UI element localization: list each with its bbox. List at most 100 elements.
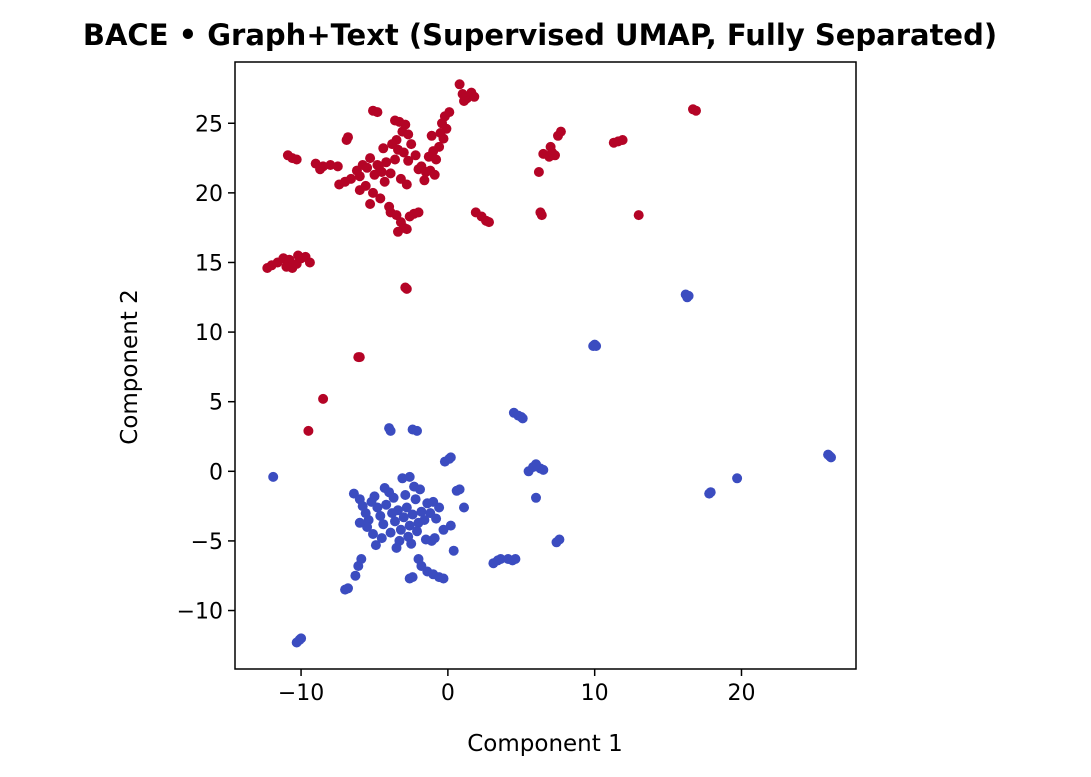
- data-point: [304, 257, 315, 268]
- data-point: [268, 471, 279, 482]
- data-point: [412, 526, 422, 537]
- data-point: [826, 452, 836, 463]
- data-point: [332, 161, 343, 172]
- data-point: [416, 161, 427, 172]
- data-point: [376, 533, 387, 544]
- data-point: [393, 226, 403, 237]
- data-point: [379, 176, 390, 187]
- data-point: [407, 509, 418, 520]
- data-point: [381, 499, 392, 510]
- data-point: [550, 150, 560, 161]
- data-point: [325, 160, 336, 170]
- y-tick-label: 25: [195, 112, 223, 137]
- data-point: [545, 141, 556, 152]
- y-tick-label: 0: [209, 460, 223, 485]
- data-point: [354, 352, 365, 363]
- data-point: [362, 522, 373, 532]
- data-point: [445, 520, 456, 531]
- y-tick-label: 15: [195, 251, 223, 276]
- data-point: [385, 425, 396, 436]
- data-point: [368, 187, 378, 198]
- x-tick-label: 20: [727, 681, 755, 706]
- data-point: [375, 510, 386, 521]
- data-point: [403, 155, 414, 166]
- y-axis-label: Component 2: [117, 289, 143, 444]
- data-point: [303, 425, 314, 436]
- data-point: [419, 175, 430, 186]
- data-point: [683, 290, 694, 301]
- data-point: [398, 147, 409, 158]
- data-point: [315, 164, 326, 175]
- data-point: [401, 502, 412, 513]
- data-point: [438, 524, 449, 535]
- data-point: [350, 570, 361, 581]
- data-point: [416, 506, 427, 517]
- data-point: [385, 168, 396, 179]
- x-tick-label: 10: [581, 681, 609, 706]
- plot-area: [262, 79, 836, 648]
- data-point: [554, 534, 565, 545]
- data-point: [495, 554, 506, 564]
- data-point: [459, 96, 469, 106]
- data-point: [381, 157, 392, 168]
- data-point: [393, 505, 403, 516]
- data-point: [375, 193, 386, 204]
- data-point: [365, 153, 376, 164]
- data-point: [705, 487, 716, 498]
- y-tick-label: 10: [195, 321, 223, 346]
- data-point: [510, 554, 521, 564]
- data-point: [555, 126, 566, 137]
- plot-frame: [234, 61, 857, 670]
- data-point: [435, 128, 446, 138]
- data-point: [354, 517, 365, 528]
- data-point: [403, 129, 414, 140]
- data-point: [401, 179, 412, 190]
- data-point: [401, 224, 412, 235]
- data-point: [591, 341, 602, 351]
- y-axis-ticks: −10 −5 0 5 10 15 20 25: [177, 112, 235, 625]
- y-tick-label: 5: [209, 391, 223, 416]
- data-point: [378, 143, 389, 154]
- data-point: [390, 154, 400, 165]
- data-point: [395, 524, 406, 535]
- data-point: [415, 484, 425, 495]
- data-point: [431, 154, 442, 165]
- data-point: [346, 173, 356, 184]
- x-tick-label: −10: [278, 681, 324, 706]
- x-axis-label: Component 1: [467, 731, 622, 757]
- data-point: [365, 199, 376, 209]
- y-tick-label: −5: [191, 530, 223, 555]
- data-point: [391, 542, 402, 553]
- data-point: [448, 545, 459, 556]
- data-point: [617, 135, 628, 145]
- data-point: [369, 491, 380, 502]
- data-point: [426, 130, 437, 141]
- y-tick-label: −10: [177, 600, 223, 625]
- data-point: [531, 492, 541, 503]
- data-point: [459, 502, 469, 513]
- data-point: [404, 471, 415, 482]
- data-point: [691, 105, 701, 116]
- data-point: [732, 473, 743, 484]
- data-point: [469, 91, 480, 102]
- data-point: [296, 633, 307, 644]
- data-point: [385, 527, 396, 538]
- data-point: [356, 554, 367, 564]
- data-point: [484, 217, 494, 228]
- data-point: [370, 540, 381, 551]
- data-point: [454, 484, 465, 495]
- data-point: [419, 515, 430, 525]
- data-point: [401, 283, 412, 294]
- data-point: [407, 572, 418, 583]
- data-point: [438, 573, 449, 584]
- chart-title: BACE • Graph+Text (Supervised UMAP, Full…: [83, 18, 997, 52]
- data-point: [413, 207, 424, 218]
- data-point: [410, 494, 421, 505]
- data-point: [343, 583, 353, 594]
- data-point: [354, 185, 365, 196]
- data-point: [372, 107, 383, 118]
- data-point: [406, 139, 417, 150]
- data-point: [406, 538, 417, 549]
- y-tick-label: 20: [195, 182, 223, 207]
- data-point: [378, 519, 389, 530]
